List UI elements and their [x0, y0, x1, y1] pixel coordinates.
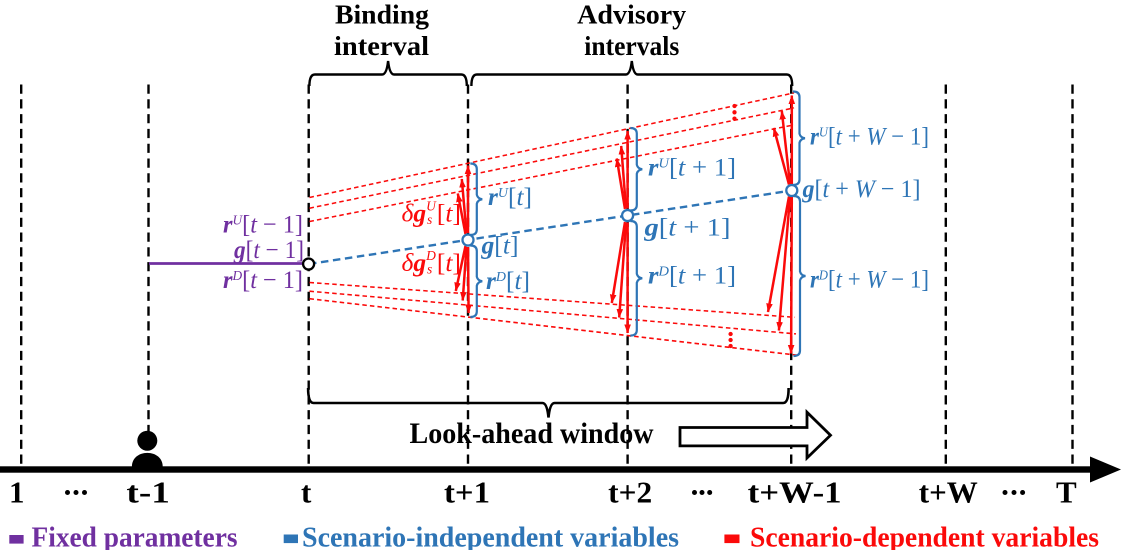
svg-text:g[t + 1]: g[t + 1]	[643, 213, 730, 242]
svg-text:Scenario-dependent variables: Scenario-dependent variables	[750, 522, 1099, 550]
svg-text:T: T	[1056, 475, 1077, 510]
svg-text:rD[t]: rD[t]	[486, 266, 530, 295]
svg-text:Binding: Binding	[335, 0, 429, 29]
svg-text:1: 1	[9, 475, 25, 510]
svg-text:interval: interval	[334, 30, 429, 61]
svg-text:rU[t + W − 1]: rU[t + W − 1]	[810, 122, 929, 151]
svg-text:g[t + W − 1]: g[t + W − 1]	[802, 174, 921, 203]
svg-text:Scenario-independent variables: Scenario-independent variables	[302, 522, 679, 550]
svg-text:g[t]: g[t]	[480, 231, 518, 260]
svg-text:rU[t + 1]: rU[t + 1]	[648, 153, 736, 182]
svg-text:t+W: t+W	[919, 475, 978, 510]
svg-text:Advisory: Advisory	[577, 0, 686, 29]
svg-text:Look-ahead window: Look-ahead window	[410, 417, 654, 450]
svg-text:rD[t − 1]: rD[t − 1]	[223, 265, 303, 294]
svg-text:t+2: t+2	[608, 475, 652, 510]
svg-text:Fixed parameters: Fixed parameters	[32, 522, 238, 550]
svg-text:rU[t]: rU[t]	[488, 182, 532, 211]
svg-text:t+1: t+1	[444, 475, 490, 510]
svg-text:rU[t − 1]: rU[t − 1]	[223, 210, 303, 239]
svg-text:t-1: t-1	[126, 475, 170, 510]
svg-text:g[t − 1]: g[t − 1]	[233, 235, 304, 264]
svg-text:t: t	[301, 475, 312, 510]
svg-text:t+W-1: t+W-1	[748, 475, 842, 510]
svg-text:rD[t + W − 1]: rD[t + W − 1]	[810, 265, 929, 294]
svg-text:intervals: intervals	[584, 30, 679, 61]
svg-text:rD[t + 1]: rD[t + 1]	[648, 261, 736, 290]
